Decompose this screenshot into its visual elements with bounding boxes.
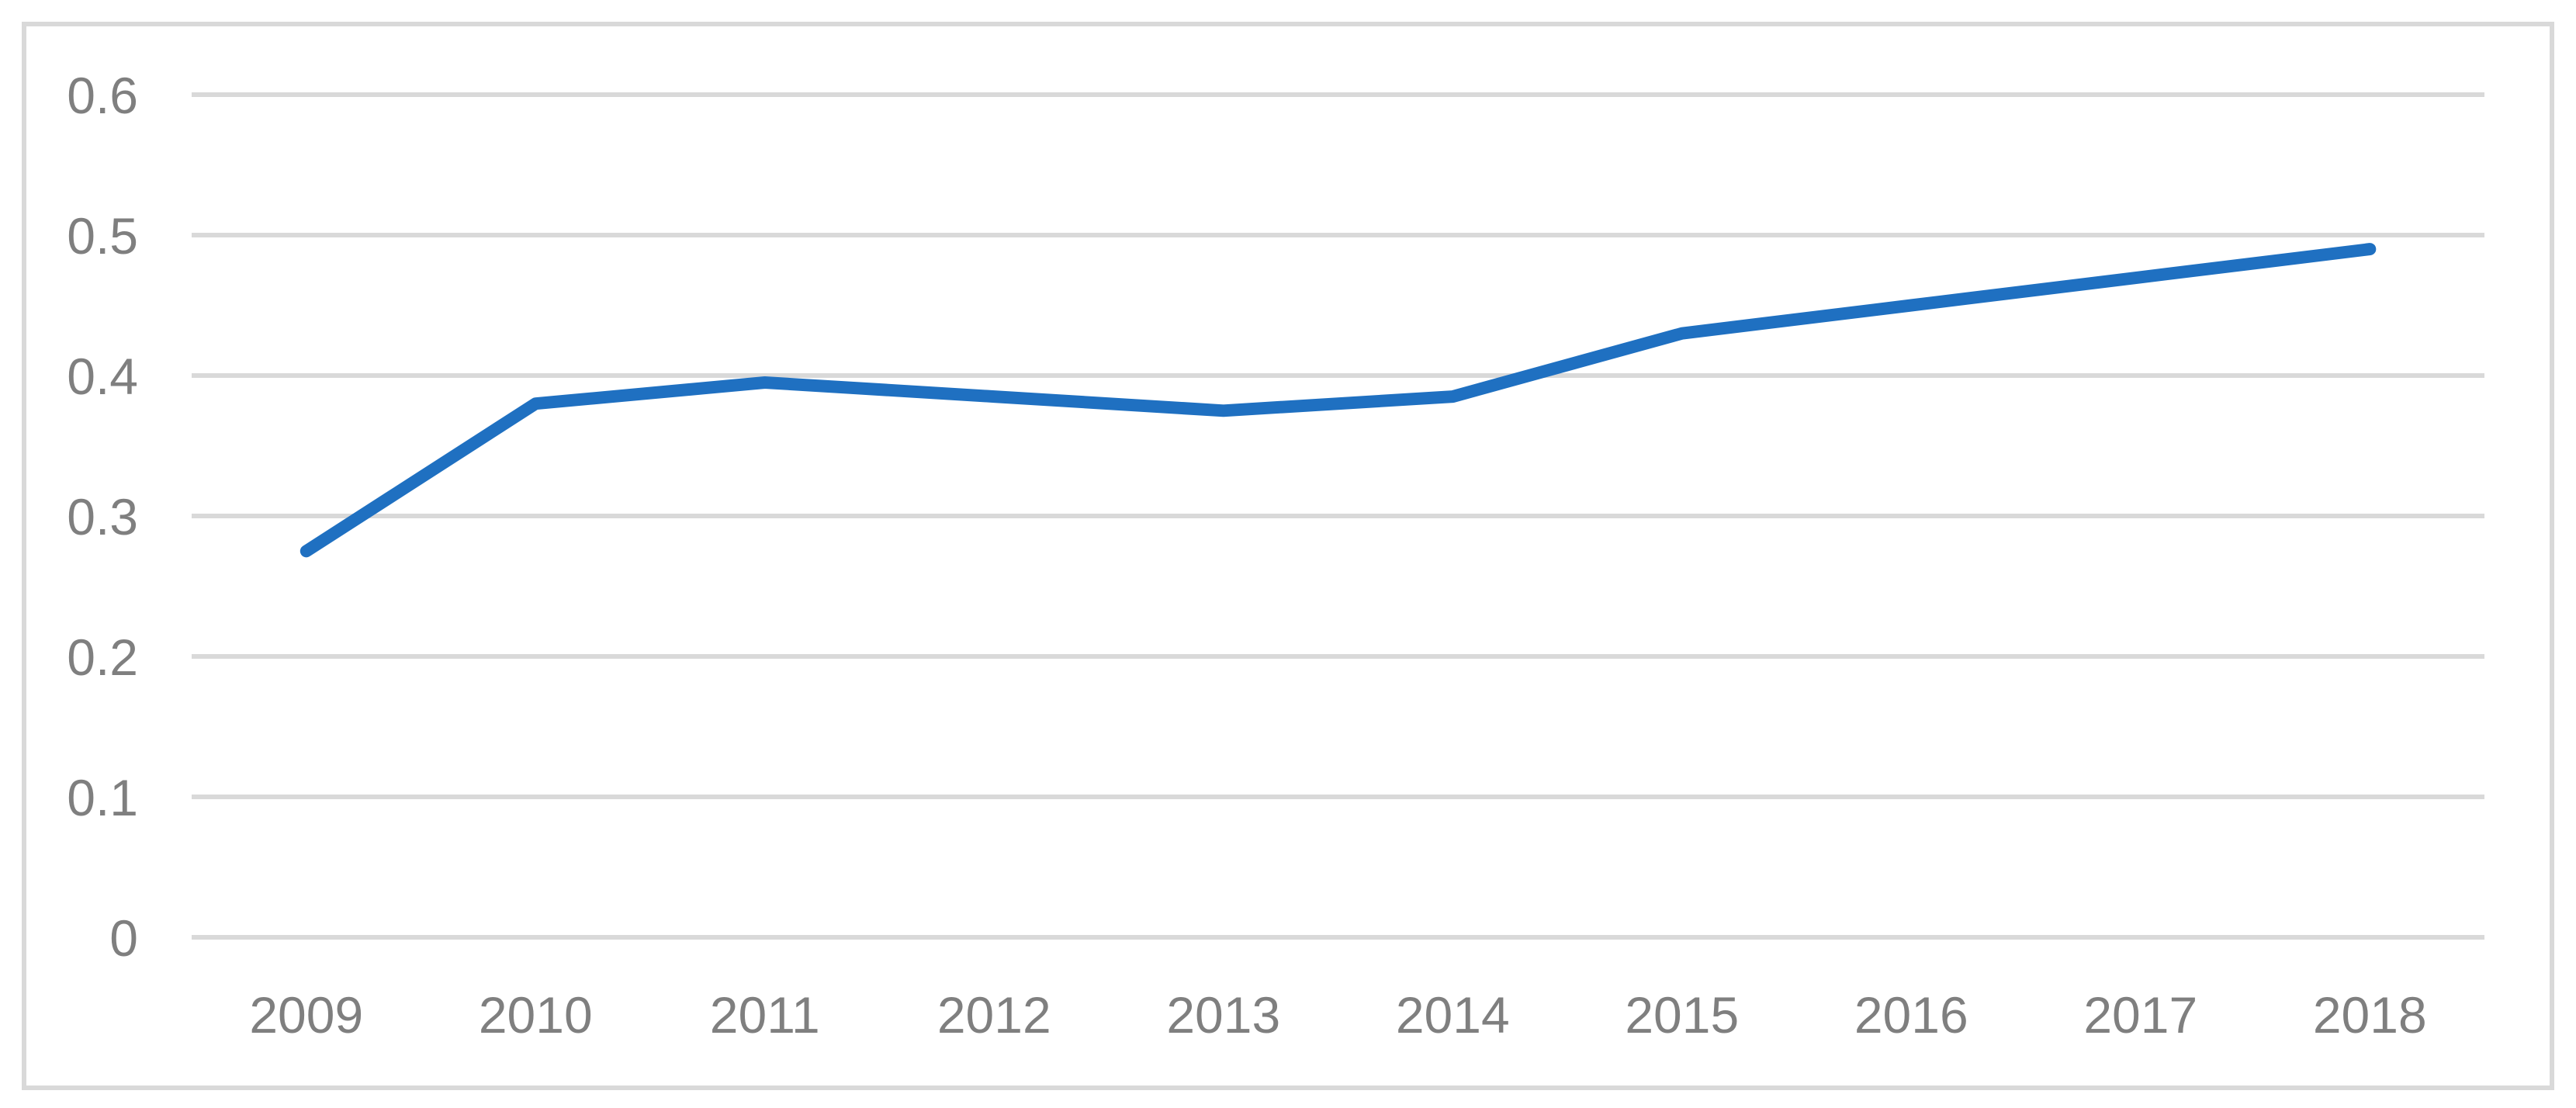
x-axis-tick-label: 2013	[1166, 986, 1280, 1044]
x-axis-tick-labels: 2009 2010 2011 2012 2013 2014 2015 2016 2017 2018	[249, 986, 2426, 1044]
x-axis-tick-label: 2011	[710, 986, 820, 1044]
y-axis-tick-label: 0.1	[67, 769, 138, 826]
gridlines	[192, 92, 2484, 940]
x-axis-tick-label: 2015	[1625, 986, 1739, 1044]
y-axis-tick-label: 0.2	[67, 628, 138, 686]
y-axis-tick-label: 0	[109, 909, 138, 967]
x-axis-tick-label: 2009	[249, 986, 363, 1044]
y-axis-tick-label: 0.5	[67, 207, 138, 265]
y-axis-tick-label: 0.4	[67, 348, 138, 405]
data-series-line	[299, 243, 2377, 558]
chart-frame-border	[22, 22, 2554, 1090]
y-axis-tick-labels: 0 0.1 0.2 0.3 0.4 0.5 0.6	[67, 67, 138, 967]
x-axis-tick-label: 2016	[1854, 986, 1968, 1044]
x-axis-tick-label: 2014	[1396, 986, 1510, 1044]
x-axis-tick-label: 2018	[2313, 986, 2427, 1044]
x-axis-tick-label: 2012	[937, 986, 1051, 1044]
x-axis-tick-label: 2017	[2083, 986, 2197, 1044]
x-axis-tick-label: 2010	[479, 986, 593, 1044]
y-axis-tick-label: 0.6	[67, 67, 138, 124]
y-axis-tick-label: 0.3	[67, 488, 138, 545]
